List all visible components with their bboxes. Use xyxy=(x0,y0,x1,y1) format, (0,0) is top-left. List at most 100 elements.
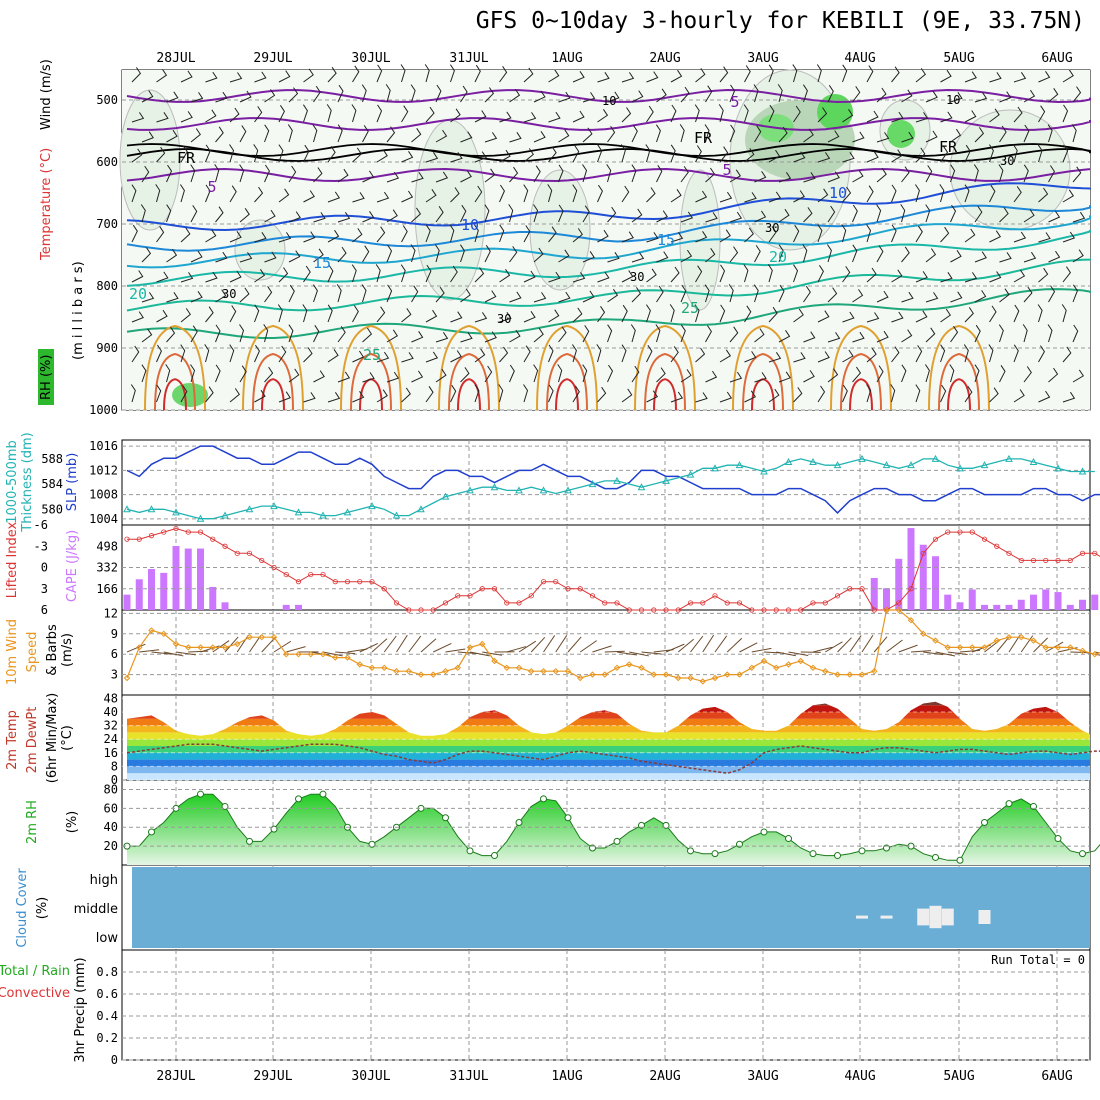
wind-barb xyxy=(964,385,973,403)
wind-barb xyxy=(425,309,438,323)
wind-barb xyxy=(288,87,299,103)
wind-barb xyxy=(288,284,295,303)
lifted-index-marker xyxy=(540,579,547,585)
lifted-index-marker xyxy=(908,586,914,592)
wind-barb xyxy=(215,126,224,143)
wind-barb xyxy=(229,344,235,363)
wind-barb xyxy=(817,351,830,363)
wind-10m-barb xyxy=(518,640,537,653)
wind-barb xyxy=(940,308,951,323)
wind-barb xyxy=(509,246,518,263)
wind-10m-marker xyxy=(785,661,792,668)
wind-barb xyxy=(778,126,788,143)
wind-barb xyxy=(866,312,880,323)
wind-barb xyxy=(695,231,708,243)
rh-tick-label: 60 xyxy=(104,801,118,815)
temperature-contour xyxy=(126,215,1091,269)
wind-barb xyxy=(680,284,687,303)
rh-contour-area xyxy=(887,120,915,148)
wind-barb xyxy=(793,151,806,163)
wind-barb xyxy=(533,204,539,223)
wind-barb xyxy=(744,227,754,243)
wind-barb xyxy=(852,244,858,263)
rh-2m-marker xyxy=(564,814,572,822)
wind-barb xyxy=(989,72,1002,83)
wind-barb xyxy=(925,248,937,263)
wind-barb xyxy=(460,332,473,343)
wind-barb xyxy=(792,64,798,83)
wind-barb xyxy=(695,392,708,403)
wind-10m-barb xyxy=(126,643,146,653)
wind-barb xyxy=(558,204,564,223)
thickness-marker xyxy=(1005,454,1013,462)
wind-barb xyxy=(964,110,977,123)
thickness-tick-label: 580 xyxy=(41,502,63,516)
wind-barb xyxy=(924,364,930,383)
rh-contour-label: 30 xyxy=(630,270,644,284)
wind-10m-marker xyxy=(552,667,559,675)
wind-barb xyxy=(768,352,782,363)
wind-barb xyxy=(728,284,734,303)
rh-2m-marker xyxy=(197,790,204,798)
thickness-marker xyxy=(123,505,131,513)
lifted-index-marker xyxy=(271,564,277,571)
wind-barb xyxy=(523,384,529,403)
wind-10m-marker xyxy=(136,644,143,651)
cape-bar xyxy=(295,604,302,610)
date-label-bottom: 31JUL xyxy=(449,1069,488,1084)
date-label-top: 28JUL xyxy=(156,51,195,66)
wind-barb xyxy=(656,165,663,183)
wind-barb xyxy=(376,351,390,363)
wind-barb xyxy=(1023,89,1036,103)
wind-barb xyxy=(915,225,923,243)
wind-10m-marker xyxy=(283,650,290,658)
wind-barb xyxy=(327,146,336,163)
wind-10m-marker xyxy=(246,633,253,641)
wind-10m-marker xyxy=(185,644,192,651)
wind-barb xyxy=(729,124,736,143)
wind-barb xyxy=(866,110,879,123)
lifted-index-marker xyxy=(136,536,142,542)
contour-label: 5 xyxy=(722,161,731,179)
wind-barb xyxy=(1012,144,1018,163)
wind-barb xyxy=(386,244,393,263)
wind-barb xyxy=(597,72,610,83)
wind-barb xyxy=(866,267,877,283)
wind-barb xyxy=(303,190,315,203)
wind-10m-marker xyxy=(932,637,939,644)
wind-barb xyxy=(435,129,448,143)
wind-barb xyxy=(793,224,800,243)
wind-barb xyxy=(190,92,204,103)
thickness-marker xyxy=(760,467,768,475)
wind-barb xyxy=(915,345,923,363)
wind-barb xyxy=(607,126,616,143)
contour-label: 15 xyxy=(657,231,675,249)
temperature-contour xyxy=(634,324,696,411)
wind-barb xyxy=(940,272,953,283)
wind-barb xyxy=(558,129,570,143)
rh-2m-marker xyxy=(785,835,792,843)
thickness-tick-label: 584 xyxy=(41,477,63,491)
wind-barb xyxy=(327,191,341,203)
wind-10m-barb xyxy=(175,651,196,656)
wind-barb xyxy=(876,365,884,383)
wind-barb xyxy=(1062,144,1069,163)
wind-barb xyxy=(278,391,291,403)
wind-barb xyxy=(793,264,799,283)
wind-barb xyxy=(891,269,903,283)
wind-barb xyxy=(817,224,823,243)
wind-barb xyxy=(508,204,514,223)
wind-barb xyxy=(989,108,1000,123)
wind-barb xyxy=(156,271,169,283)
wind-barb xyxy=(533,247,544,263)
wind-barb xyxy=(989,230,1002,243)
wind-barb xyxy=(499,346,509,363)
wind-barb xyxy=(362,327,373,343)
lifted-index-marker xyxy=(675,607,681,613)
temperature-contour xyxy=(653,378,677,411)
date-label-top: 31JUL xyxy=(449,51,488,66)
wind-barb xyxy=(179,184,185,203)
wind-10m-marker xyxy=(1079,647,1086,655)
wind-barb xyxy=(351,264,357,283)
wind-barb xyxy=(901,246,910,263)
